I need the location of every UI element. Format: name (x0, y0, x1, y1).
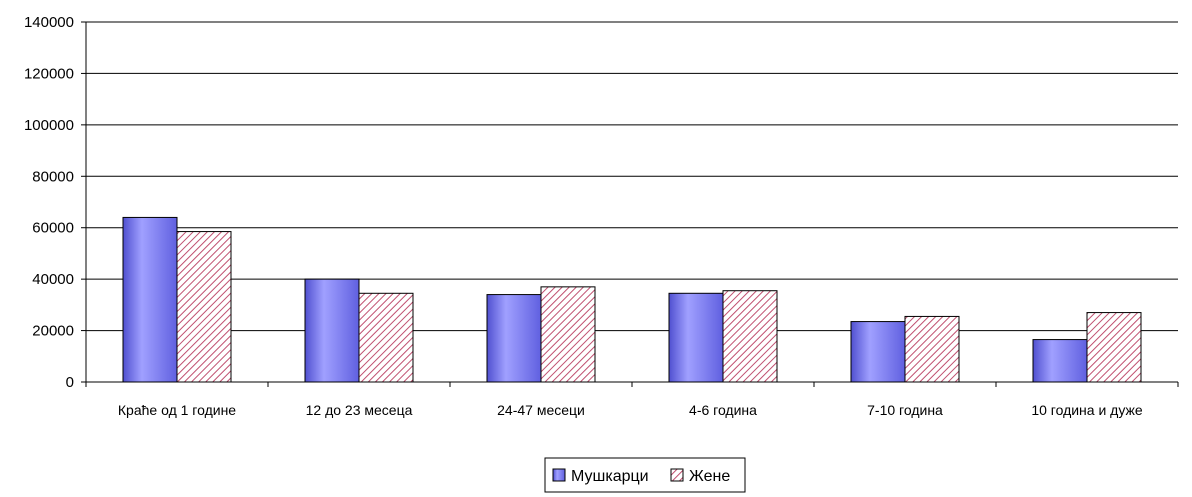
x-category-label: 12 до 23 месеца (306, 402, 413, 418)
bar-female (176, 231, 232, 383)
x-category-label: 10 година и дуже (1031, 402, 1143, 418)
legend-label-female: Жене (689, 468, 730, 485)
gridlines (86, 21, 1178, 332)
legend-label-male: Мушкарци (571, 468, 649, 485)
bar-female (722, 290, 778, 383)
legend-box (544, 457, 746, 493)
y-tick-labels: 0 20000 40000 60000 80000 100000 120000 140000 (24, 14, 74, 391)
axes (81, 21, 1179, 387)
y-tick-label: 80000 (32, 168, 74, 185)
bar-male (850, 321, 906, 383)
y-tick-label: 140000 (24, 14, 74, 31)
y-tick-label: 60000 (32, 220, 74, 237)
bar-female (1086, 312, 1142, 383)
y-tick-label: 20000 (32, 323, 74, 340)
bar-male (304, 278, 360, 383)
x-category-labels: Краће од 1 године 12 до 23 месеца 24-47 ме… (118, 402, 1143, 418)
bars (122, 216, 1142, 383)
legend: Мушкарци Жене (544, 457, 746, 493)
legend-swatch-male (552, 468, 566, 482)
x-category-label: 7-10 година (867, 402, 943, 418)
bar-male (1032, 339, 1088, 383)
bar-male (486, 294, 542, 383)
bar-male (122, 216, 178, 383)
y-tick-label: 0 (66, 374, 74, 391)
bar-male (668, 292, 724, 383)
x-category-label: 24-47 месеци (497, 402, 585, 418)
y-tick-label: 100000 (24, 117, 74, 134)
bar-female (358, 292, 414, 383)
y-tick-label: 120000 (24, 65, 74, 82)
bar-female (540, 286, 596, 383)
y-tick-label: 40000 (32, 271, 74, 288)
x-category-label: 4-6 година (689, 402, 757, 418)
x-category-label: Краће од 1 године (118, 402, 236, 418)
bar-female (904, 315, 960, 383)
legend-swatch-female (670, 468, 684, 482)
